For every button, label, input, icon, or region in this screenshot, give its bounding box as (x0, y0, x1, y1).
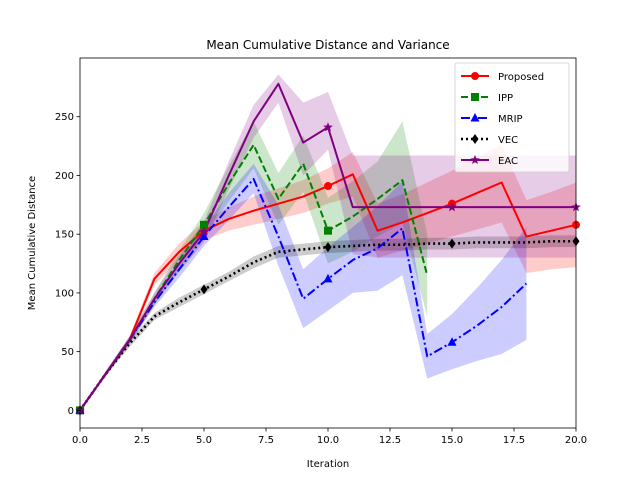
x-tick-label: 12.5 (379, 435, 401, 446)
mrip-data-point (199, 231, 209, 241)
eac-data-point (447, 202, 457, 212)
legend-eac-label: EAC (498, 156, 518, 167)
ipp-variance-band (80, 121, 428, 411)
proposed-variance-band (80, 144, 576, 411)
legend-ipp-label: IPP (498, 93, 513, 104)
x-tick-label: 2.5 (134, 435, 150, 446)
mrip-data-point (323, 273, 333, 283)
y-axis-label: Mean Cumulative Distance (27, 176, 38, 310)
x-tick-label: 10.0 (317, 435, 339, 446)
vec-data-point (324, 242, 332, 253)
vec-data-point (448, 238, 456, 249)
x-tick-label: 7.5 (258, 435, 274, 446)
legend-ipp-marker (471, 93, 479, 101)
y-axis-ticks: 0 50 100 150 200 250 (55, 112, 80, 417)
legend-mrip-label: MRIP (498, 114, 523, 125)
mrip-data-point (447, 337, 457, 346)
eac-data-point (199, 226, 209, 236)
vec-series-line (78, 239, 576, 412)
y-tick-label: 50 (61, 347, 74, 358)
legend-proposed-marker (471, 72, 479, 80)
ipp-data-point (324, 226, 332, 235)
variance-bands (80, 74, 576, 411)
legend-vec-label: VEC (498, 135, 518, 146)
eac-data-point (323, 122, 333, 132)
x-tick-label: 20.0 (565, 435, 587, 446)
x-axis-ticks: 0.0 2.5 5.0 7.5 10.0 12.5 15.0 17.5 20.0 (72, 428, 587, 446)
mrip-variance-band (80, 163, 527, 411)
x-tick-label: 0.0 (72, 435, 88, 446)
legend-box (454, 62, 570, 173)
legend-mrip-marker (470, 113, 480, 122)
y-tick-label: 0 (68, 406, 74, 417)
eac-variance-band (80, 74, 576, 411)
x-axis-label: Iteration (307, 459, 349, 470)
ipp-data-point (200, 220, 208, 229)
legend-eac-marker (470, 155, 480, 165)
x-tick-label: 15.0 (441, 435, 463, 446)
legend-proposed-label: Proposed (498, 72, 544, 83)
y-tick-label: 250 (55, 112, 74, 123)
legend-vec-marker (471, 134, 479, 144)
y-tick-label: 150 (55, 230, 74, 241)
legend: Proposed IPP MRIP VEC EAC (454, 62, 570, 173)
chart-title: Mean Cumulative Distance and Variance (206, 38, 449, 52)
x-tick-label: 17.5 (503, 435, 525, 446)
y-tick-label: 200 (55, 171, 74, 182)
x-tick-label: 5.0 (196, 435, 212, 446)
vec-data-point (200, 284, 208, 295)
y-tick-label: 100 (55, 288, 74, 299)
proposed-data-point (324, 182, 332, 191)
